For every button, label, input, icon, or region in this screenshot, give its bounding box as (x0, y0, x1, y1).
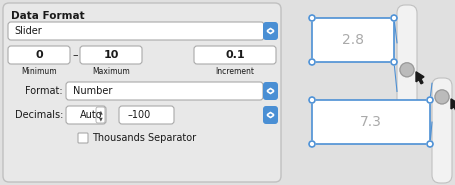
FancyBboxPatch shape (3, 3, 281, 182)
Text: Decimals:: Decimals: (15, 110, 63, 120)
FancyBboxPatch shape (66, 82, 263, 100)
Circle shape (309, 141, 315, 147)
Text: ▲: ▲ (99, 109, 102, 114)
Text: ▼: ▼ (99, 116, 102, 121)
FancyBboxPatch shape (194, 46, 276, 64)
FancyBboxPatch shape (263, 82, 278, 100)
Circle shape (400, 63, 414, 77)
Text: 0.1: 0.1 (225, 50, 245, 60)
Circle shape (309, 15, 315, 21)
Text: Slider: Slider (14, 26, 42, 36)
Text: Number: Number (73, 86, 112, 96)
Circle shape (427, 141, 433, 147)
Text: Maximum: Maximum (92, 67, 130, 76)
Text: 2.8: 2.8 (342, 33, 364, 47)
Text: Increment: Increment (216, 67, 254, 76)
Circle shape (391, 15, 397, 21)
Text: Auto: Auto (80, 110, 103, 120)
FancyBboxPatch shape (263, 106, 278, 124)
Text: Minimum: Minimum (21, 67, 57, 76)
FancyBboxPatch shape (8, 46, 70, 64)
FancyBboxPatch shape (8, 22, 264, 40)
Circle shape (309, 97, 315, 103)
FancyBboxPatch shape (78, 133, 88, 143)
FancyBboxPatch shape (96, 107, 105, 123)
Polygon shape (451, 99, 455, 111)
Polygon shape (416, 72, 424, 84)
FancyBboxPatch shape (80, 46, 142, 64)
Circle shape (391, 59, 397, 65)
Text: Format:: Format: (25, 86, 63, 96)
Circle shape (435, 90, 449, 104)
Text: 7.3: 7.3 (360, 115, 382, 129)
FancyBboxPatch shape (432, 78, 452, 183)
Text: 10: 10 (103, 50, 119, 60)
Text: –100: –100 (127, 110, 151, 120)
FancyBboxPatch shape (66, 106, 106, 124)
Text: –: – (72, 50, 78, 60)
Text: Thousands Separator: Thousands Separator (92, 133, 196, 143)
Text: 0: 0 (35, 50, 43, 60)
FancyBboxPatch shape (263, 22, 278, 40)
Circle shape (309, 59, 315, 65)
FancyBboxPatch shape (312, 18, 394, 62)
FancyBboxPatch shape (397, 5, 417, 113)
FancyBboxPatch shape (312, 100, 430, 144)
Text: Data Format: Data Format (11, 11, 85, 21)
FancyBboxPatch shape (119, 106, 174, 124)
Circle shape (427, 97, 433, 103)
